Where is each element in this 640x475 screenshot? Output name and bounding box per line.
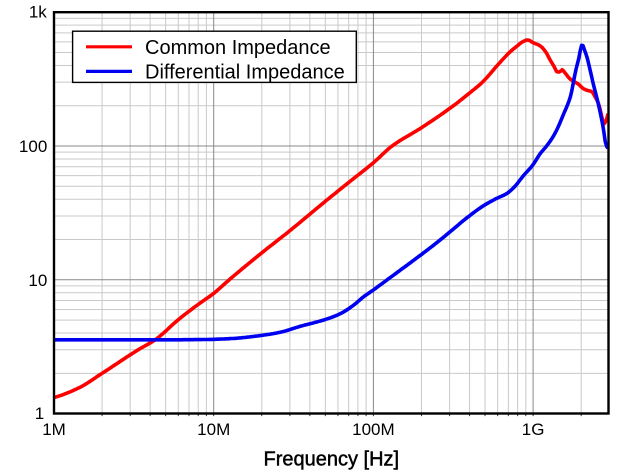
svg-text:1k: 1k: [29, 3, 47, 22]
svg-text:Differential Impedance: Differential Impedance: [145, 61, 345, 83]
svg-text:1M: 1M: [42, 420, 66, 439]
svg-text:Frequency [Hz]: Frequency [Hz]: [263, 449, 399, 471]
svg-text:1G: 1G: [522, 420, 545, 439]
svg-text:10: 10: [28, 271, 47, 290]
svg-text:10M: 10M: [197, 420, 230, 439]
svg-text:100: 100: [19, 137, 47, 156]
svg-text:100M: 100M: [352, 420, 395, 439]
svg-text:1: 1: [35, 404, 44, 423]
svg-text:Common Impedance: Common Impedance: [145, 37, 331, 59]
